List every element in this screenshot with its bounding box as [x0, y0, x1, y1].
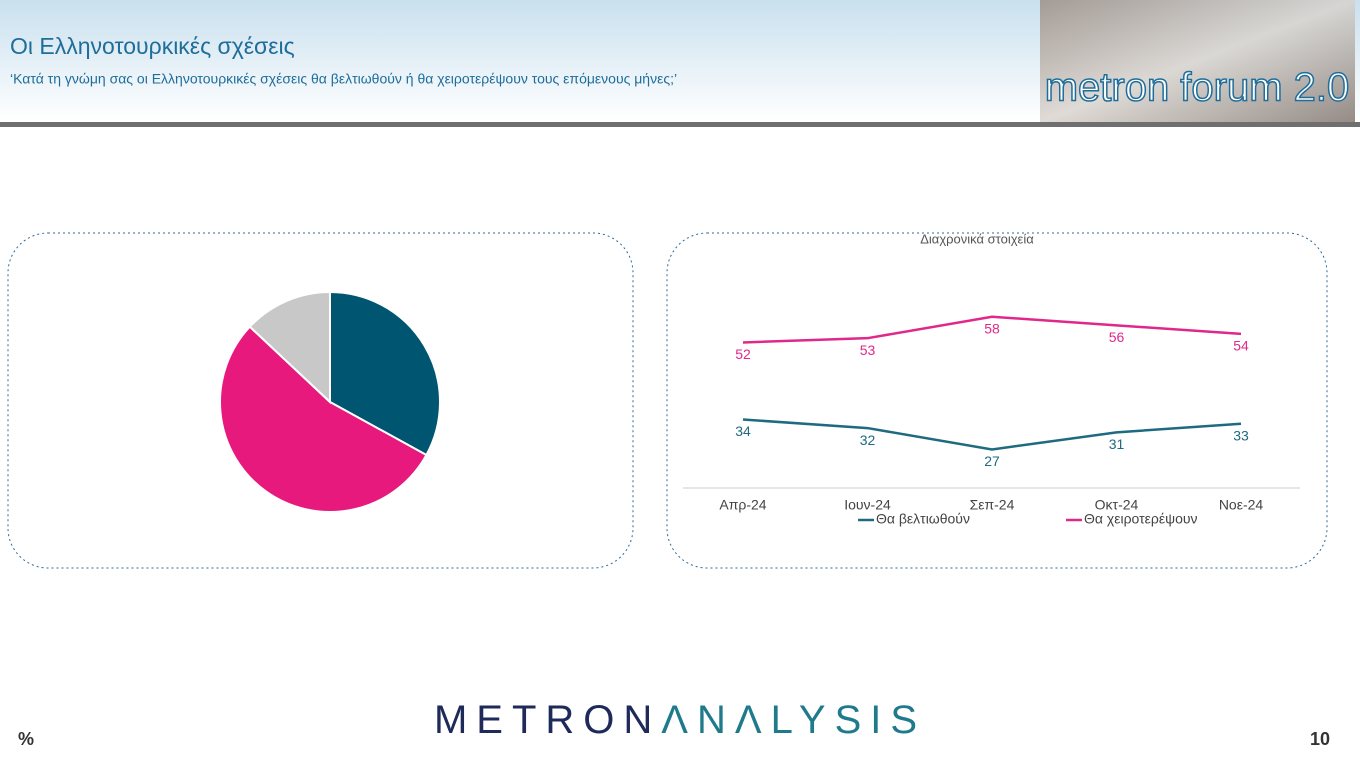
slide-subtitle: ‘Κατά τη γνώμη σας οι Ελληνοτουρκικές σχ… [10, 71, 677, 87]
data-label: 58 [984, 320, 1000, 336]
data-label: 32 [860, 432, 876, 448]
brand: METRONΛNΛLYSIS [434, 698, 926, 742]
data-label: 56 [1109, 329, 1125, 345]
legend-label: Θα βελτιωθούν [876, 511, 970, 527]
pie-slice [219, 325, 428, 513]
x-tick-label: Ιουν-24 [844, 497, 891, 513]
data-label: 52 [735, 346, 751, 362]
x-tick-label: Νοε-24 [1219, 497, 1264, 513]
brand-left: METRON [434, 698, 661, 742]
line-frame [666, 232, 1328, 569]
data-label: 54 [1233, 338, 1249, 354]
slide-title: Οι Ελληνοτουρκικές σχέσεις [10, 33, 295, 59]
x-tick-label: Οκτ-24 [1095, 497, 1139, 513]
logo-image [1040, 0, 1355, 122]
unit-label: % [18, 729, 34, 749]
logo-text: metron forum 2.0 [1045, 66, 1350, 110]
data-label: 34 [735, 423, 751, 439]
x-tick-label: Απρ-24 [719, 497, 766, 513]
legend-label: Θα χειροτερέψουν [1084, 511, 1198, 527]
series-line [742, 418, 1242, 451]
header-rule [0, 122, 1360, 127]
x-tick-label: Σεπ-24 [970, 497, 1015, 513]
brand-right: ΛNΛLYSIS [661, 698, 926, 742]
data-label: 33 [1233, 427, 1249, 443]
page-number: 10 [1310, 729, 1330, 749]
pie-slice [329, 290, 441, 457]
data-label: 53 [860, 342, 876, 358]
pie-frame [7, 232, 634, 569]
series-line [742, 315, 1242, 344]
data-label: 31 [1109, 436, 1125, 452]
pie-slice [248, 290, 331, 405]
chart-title: Διαχρονικά στοιχεία [920, 231, 1034, 246]
data-label: 27 [984, 453, 1000, 469]
